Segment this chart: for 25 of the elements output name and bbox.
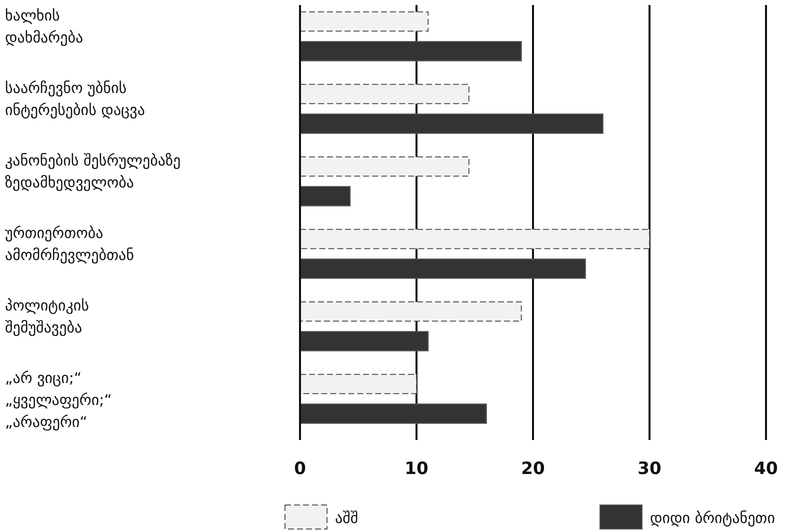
bar bbox=[300, 114, 604, 134]
bar bbox=[300, 41, 522, 62]
y-tick-label: პოლიტიკის შემუშავება bbox=[5, 296, 90, 337]
bar bbox=[300, 404, 487, 424]
legend-label: დიდი ბრიტანეთი bbox=[650, 509, 776, 527]
legend-label: აშშ bbox=[335, 509, 358, 527]
bar bbox=[300, 228, 650, 250]
y-tick-label: კანონების შესრულებაზე ზედამხედველობა bbox=[5, 152, 181, 192]
y-tick-label: ურთიერთობა ამომრჩევლებთან bbox=[5, 224, 134, 264]
x-tick-label: 20 bbox=[521, 459, 545, 480]
bar bbox=[300, 374, 417, 394]
bar bbox=[300, 186, 351, 206]
x-tick-label: 0 bbox=[294, 459, 306, 480]
x-tick-label: 30 bbox=[638, 459, 662, 480]
bar bbox=[300, 301, 522, 322]
x-tick-label: 40 bbox=[754, 459, 778, 480]
x-tick-label: 10 bbox=[404, 459, 428, 480]
bar bbox=[300, 84, 470, 104]
y-tick-label: საარჩევნო უბნის ინტერესების დაცვა bbox=[5, 79, 145, 120]
bar bbox=[300, 156, 470, 177]
y-tick-label: ხალხის დახმარება bbox=[5, 6, 84, 47]
y-tick-label: „არ ვიცი;“ „ყველაფერი;“ „არაფერი“ bbox=[5, 369, 112, 432]
bar bbox=[300, 258, 586, 279]
bar bbox=[300, 331, 429, 352]
bar bbox=[300, 11, 429, 32]
